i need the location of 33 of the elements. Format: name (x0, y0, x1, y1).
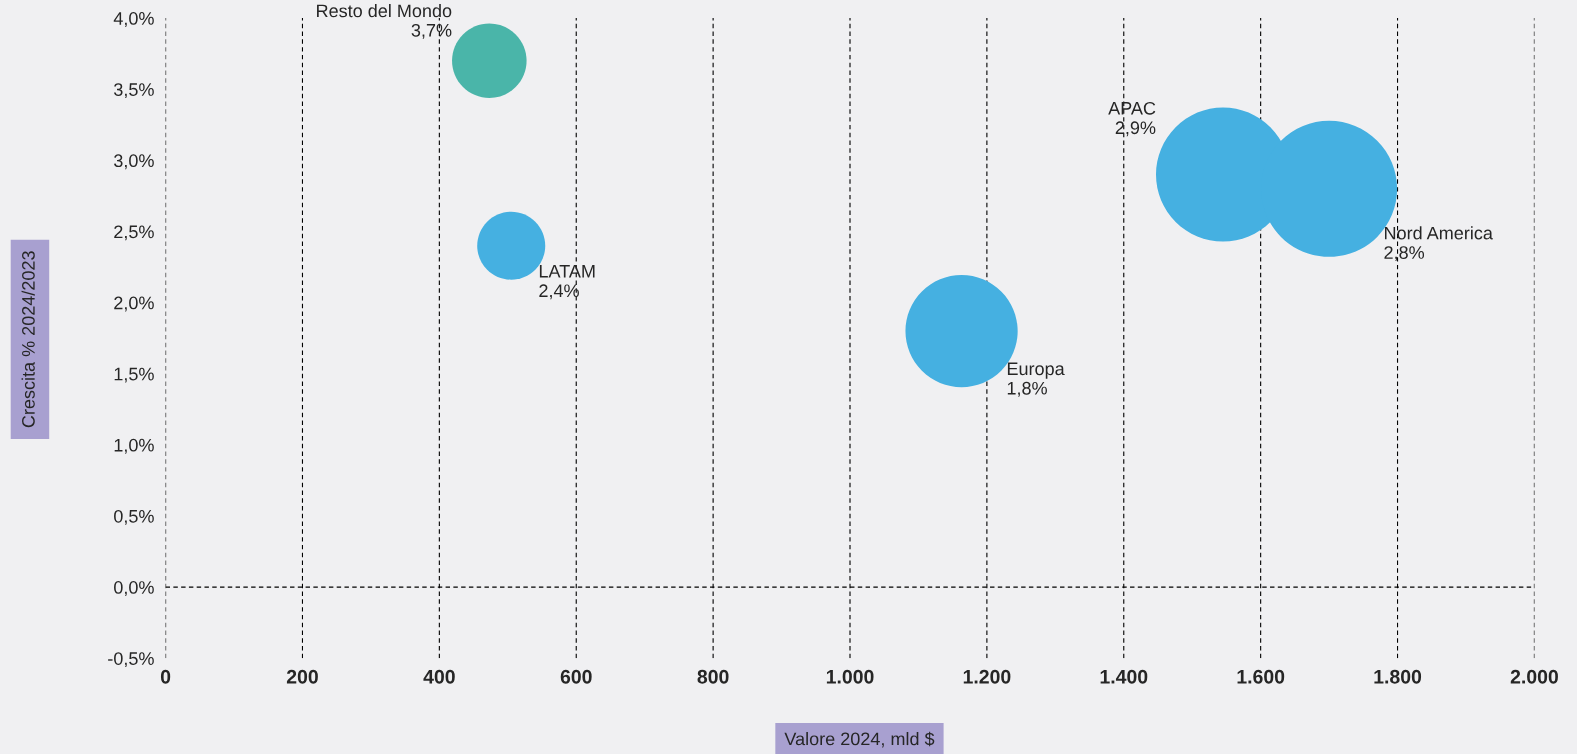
series-label: Nord America (1385, 226, 1493, 240)
y-tick-label: 2,5% (114, 225, 154, 241)
data-label: 3,7% (411, 23, 452, 39)
x-tick-label: 1.200 (963, 669, 1011, 684)
x-tick-label: 2.000 (1510, 669, 1558, 684)
x-tick-label: 0 (160, 669, 171, 684)
x-tick-label: 1.400 (1100, 669, 1148, 684)
data-label: 1,8% (1007, 381, 1047, 397)
series-label: APAC (1108, 101, 1156, 115)
y-tick-label: 3,5% (114, 83, 154, 99)
data-label: 2,4% (539, 284, 579, 300)
x-tick-label: 200 (286, 669, 318, 684)
y-tick-label: 2,0% (114, 296, 154, 312)
x-tick-label: 1.800 (1374, 669, 1422, 684)
data-label: 2,8% (1384, 246, 1425, 262)
x-tick-label: 1.000 (826, 669, 874, 684)
y-tick-label: 4,0% (113, 12, 154, 27)
series-label: Europa (1007, 362, 1065, 379)
y-tick-label: 3,0% (114, 154, 154, 170)
y-tick-label: 0,0% (114, 581, 154, 596)
x-axis-title: Valore 2024, mld $ (784, 731, 935, 748)
series-label: LATAM (539, 265, 595, 278)
data-label: 2,9% (1115, 121, 1156, 137)
y-axis-title: Crescita % 2024/2023 (21, 251, 35, 428)
y-tick-label: 1,0% (114, 438, 154, 454)
series-label: Resto del Mondo (317, 4, 452, 18)
y-tick-label: 1,5% (114, 367, 154, 383)
x-tick-label: 800 (697, 669, 729, 684)
y-tick-label: -0,5% (108, 652, 154, 668)
x-tick-label: 1.600 (1237, 669, 1285, 684)
x-tick-label: 600 (560, 669, 592, 684)
x-tick-label: 400 (423, 669, 455, 684)
y-tick-label: 0,5% (114, 509, 154, 525)
